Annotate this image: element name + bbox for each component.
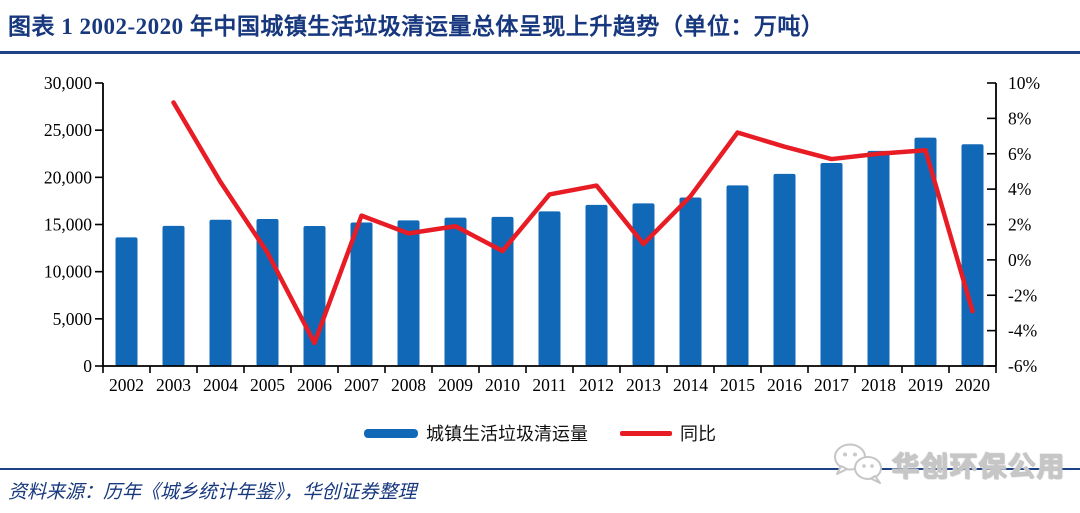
wechat-icon — [834, 443, 882, 484]
x-axis-label: 2003 — [156, 375, 191, 395]
bar-2017 — [820, 162, 843, 366]
bar-2018 — [867, 150, 890, 366]
right-axis-label: 10% — [1008, 73, 1040, 93]
source-text: 资料来源：历年《城乡统计年鉴》，华创证券整理 — [8, 482, 417, 503]
bar-2014 — [679, 197, 702, 366]
x-axis-label: 2002 — [109, 375, 144, 395]
legend-label-line: 同比 — [680, 424, 716, 444]
left-axis-label: 0 — [83, 356, 92, 376]
right-axis-label: 0% — [1008, 250, 1031, 270]
bar-2015 — [726, 185, 749, 366]
x-axis-label: 2016 — [767, 375, 802, 395]
x-axis-label: 2008 — [391, 375, 426, 395]
bar-2011 — [538, 211, 561, 366]
legend-item-bar: 城镇生活垃圾清运量 — [364, 420, 588, 446]
line-series-swatch — [620, 430, 672, 436]
legend-item-line: 同比 — [620, 420, 716, 446]
right-axis-label: -6% — [1008, 356, 1037, 376]
x-axis-label: 2012 — [579, 375, 614, 395]
bar-2019 — [914, 137, 937, 366]
x-axis-label: 2020 — [955, 375, 990, 395]
left-axis-label: 30,000 — [44, 73, 92, 93]
x-axis-label: 2019 — [908, 375, 943, 395]
left-axis-label: 15,000 — [44, 215, 92, 235]
bar-2007 — [350, 222, 373, 366]
left-axis-label: 5,000 — [53, 309, 93, 329]
page-title: 图表 1 2002-2020 年中国城镇生活垃圾清运量总体呈现上升趋势（单位：万… — [8, 14, 825, 39]
left-axis-label: 10,000 — [44, 262, 92, 282]
title-underline — [0, 51, 1080, 54]
left-axis-label: 20,000 — [44, 167, 92, 187]
bar-2002 — [115, 237, 138, 366]
bar-2010 — [491, 216, 514, 366]
bottom-divider — [0, 468, 1080, 470]
right-axis-label: 4% — [1008, 179, 1031, 199]
x-axis-label: 2009 — [438, 375, 473, 395]
bar-2003 — [162, 225, 185, 366]
chart-area: 0 5,000 10,000 15,000 20,000 25,000 30,000 -6% -… — [0, 60, 1080, 400]
bar-series-swatch — [364, 428, 418, 438]
x-axis-label: 2013 — [626, 375, 661, 395]
chart-legend: 城镇生活垃圾清运量 同比 — [0, 420, 1080, 446]
legend-label-bar: 城镇生活垃圾清运量 — [426, 424, 588, 444]
watermark: 华创环保公用 — [828, 440, 1066, 488]
x-axis-label: 2010 — [485, 375, 520, 395]
yoy-line — [171, 100, 975, 346]
bar-2020 — [961, 144, 984, 366]
x-axis-label: 2004 — [203, 375, 238, 395]
bar-2005 — [256, 219, 279, 366]
right-axis-label: -2% — [1008, 285, 1037, 305]
right-axis-label: 8% — [1008, 108, 1031, 128]
bar-line-chart: 0 5,000 10,000 15,000 20,000 25,000 30,000 -6% -… — [44, 73, 1040, 395]
bar-2016 — [773, 173, 796, 366]
right-axis-label: 2% — [1008, 215, 1031, 235]
x-axis-label: 2005 — [250, 375, 285, 395]
x-axis-label: 2007 — [344, 375, 379, 395]
left-axis-label: 25,000 — [44, 120, 92, 140]
bar-2012 — [585, 204, 608, 366]
x-axis-label: 2011 — [532, 375, 566, 395]
bar-2009 — [444, 217, 467, 366]
bar-2008 — [397, 220, 420, 366]
bar-2013 — [632, 203, 655, 366]
bar-2004 — [209, 219, 232, 366]
x-axis-label: 2018 — [861, 375, 896, 395]
watermark-text: 华创环保公用 — [891, 451, 1066, 482]
x-axis-label: 2006 — [297, 375, 332, 395]
x-axis-label: 2015 — [720, 375, 755, 395]
right-axis-label: -4% — [1008, 321, 1037, 341]
x-axis-label: 2017 — [814, 375, 849, 395]
right-axis-label: 6% — [1008, 144, 1031, 164]
x-axis-label: 2014 — [673, 375, 708, 395]
